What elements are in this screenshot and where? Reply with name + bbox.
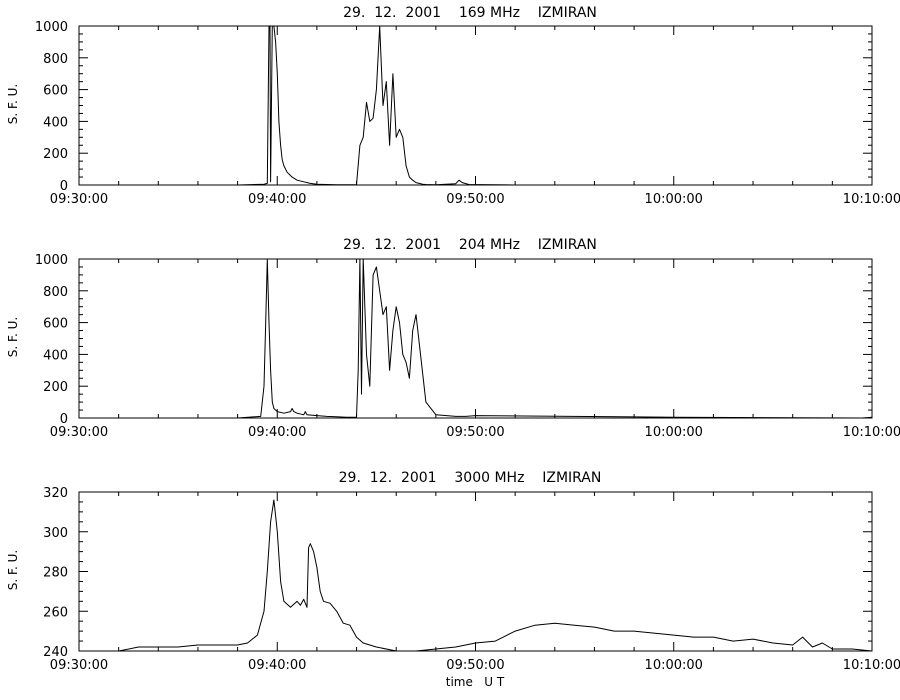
x-tick-labels: 09:30:00 09:40:00 09:50:00 10:00:00 10:1… — [50, 658, 900, 673]
y-tick-label: 0 — [60, 412, 68, 427]
x-tick-label: 09:30:00 — [50, 658, 108, 673]
x-tick-label: 09:50:00 — [446, 425, 504, 440]
y-axis-label: S. F. U. — [6, 317, 20, 357]
y-tick-label: 800 — [43, 52, 68, 67]
x-tick-label: 10:10:00 — [843, 658, 900, 673]
x-tick-label: 10:10:00 — [843, 425, 900, 440]
plot-marks — [78, 491, 873, 652]
y-tick-label: 800 — [43, 285, 68, 300]
y-tick-label: 280 — [43, 566, 68, 581]
x-tick-label: 09:40:00 — [248, 425, 306, 440]
x-tick-labels: 09:30:00 09:40:00 09:50:00 10:00:00 10:1… — [50, 192, 900, 207]
y-tick-label: 600 — [43, 84, 68, 99]
series-line — [79, 499, 873, 652]
x-tick-label: 10:00:00 — [645, 658, 703, 673]
x-tick-label: 09:40:00 — [248, 658, 306, 673]
y-tick-label: 200 — [43, 147, 68, 162]
y-tick-label: 260 — [43, 605, 68, 620]
panel-169-mhz: 29. 12. 2001 169 MHz IZMIRAN S. F. U. 0 … — [6, 5, 900, 207]
y-tick-labels: 0 200 400 600 800 1000 — [35, 20, 68, 194]
panel-title: 29. 12. 2001 169 MHz IZMIRAN — [343, 5, 597, 21]
x-tick-label: 10:00:00 — [645, 425, 703, 440]
plot-marks — [78, 258, 873, 419]
y-tick-label: 400 — [43, 115, 68, 130]
panel-3000-mhz: 29. 12. 2001 3000 MHz IZMIRAN S. F. U. 2… — [6, 470, 900, 689]
x-tick-labels: 09:30:00 09:40:00 09:50:00 10:00:00 10:1… — [50, 425, 900, 440]
x-axis-label: time U T — [446, 675, 505, 689]
series-line — [79, 258, 873, 419]
plot-marks — [78, 25, 873, 186]
y-tick-labels: 0 200 400 600 800 1000 — [35, 253, 68, 427]
y-tick-label: 240 — [43, 645, 68, 660]
y-tick-label: 200 — [43, 380, 68, 395]
panel-title: 29. 12. 2001 3000 MHz IZMIRAN — [339, 470, 602, 486]
x-tick-label: 10:00:00 — [645, 192, 703, 207]
x-tick-label: 09:50:00 — [446, 192, 504, 207]
y-tick-label: 300 — [43, 526, 68, 541]
y-tick-label: 400 — [43, 348, 68, 363]
y-tick-label: 0 — [60, 179, 68, 194]
panel-title: 29. 12. 2001 204 MHz IZMIRAN — [343, 237, 597, 253]
series-line — [79, 25, 872, 186]
x-tick-label: 09:40:00 — [248, 192, 306, 207]
x-tick-label: 09:50:00 — [446, 658, 504, 673]
y-tick-label: 320 — [43, 486, 68, 501]
panel-204-mhz: 29. 12. 2001 204 MHz IZMIRAN S. F. U. 0 … — [6, 237, 900, 440]
x-tick-label: 09:30:00 — [50, 425, 108, 440]
y-tick-label: 600 — [43, 317, 68, 332]
y-tick-labels: 240 260 280 300 320 — [43, 486, 68, 660]
y-tick-label: 1000 — [35, 253, 68, 268]
x-tick-label: 09:30:00 — [50, 192, 108, 207]
y-tick-label: 1000 — [35, 20, 68, 35]
y-axis-label: S. F. U. — [6, 550, 20, 590]
x-tick-label: 10:10:00 — [843, 192, 900, 207]
y-axis-label: S. F. U. — [6, 84, 20, 124]
